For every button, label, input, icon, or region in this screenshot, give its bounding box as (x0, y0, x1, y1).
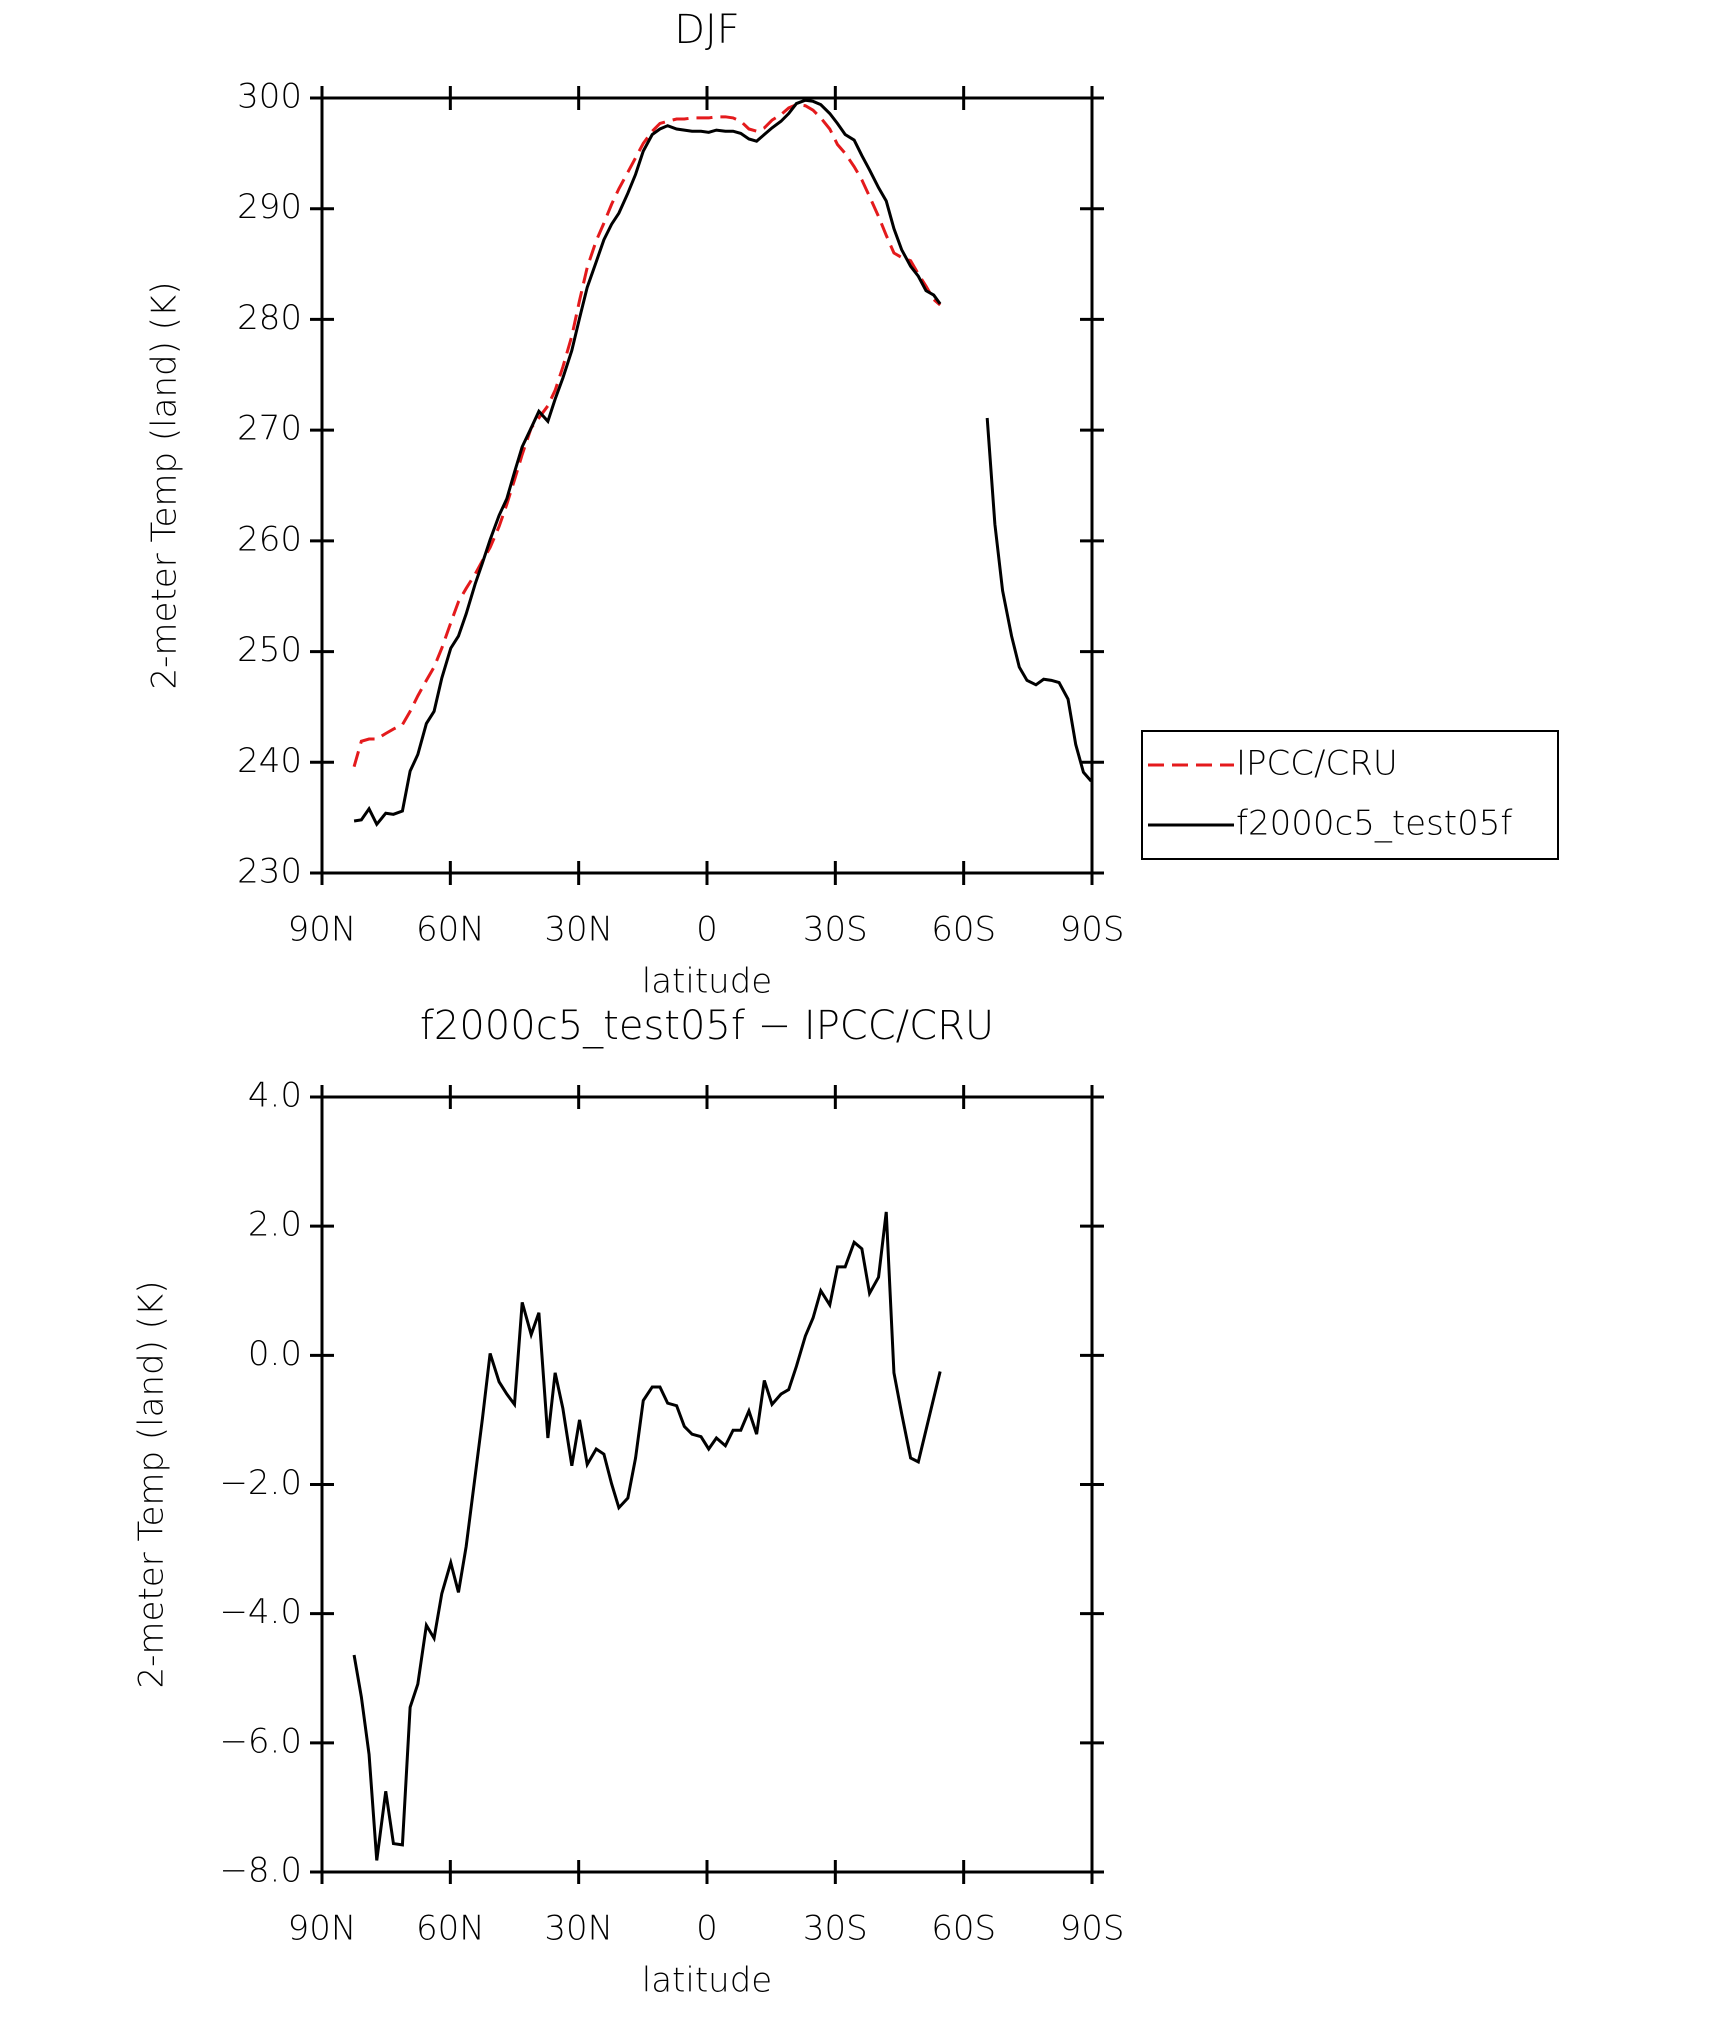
y-tick-label: 280 (237, 298, 302, 338)
y-tick-label: 230 (237, 852, 302, 892)
data-line (352, 1211, 942, 1861)
y-axis-label: 2-meter Temp (land) (K) (145, 282, 185, 690)
x-tick-label: 60S (931, 1909, 996, 1949)
y-tick-label: −4.0 (219, 1592, 302, 1632)
plot-frame (320, 1095, 1094, 1874)
legend-box (1141, 730, 1559, 860)
y-tick-label: 4.0 (248, 1076, 302, 1116)
data-line (352, 103, 942, 768)
y-tick-label: 250 (237, 630, 302, 670)
x-tick-label: 30S (803, 910, 868, 950)
chart-title: f2000c5_test05f − IPCC/CRU (420, 1003, 994, 1049)
x-tick-label: 30N (544, 910, 613, 950)
x-tick-label: 0 (696, 910, 718, 950)
x-tick-label: 60N (416, 1909, 485, 1949)
y-tick-label: −6.0 (219, 1721, 302, 1761)
y-tick-label: 260 (237, 519, 302, 559)
x-tick-label: 60S (931, 910, 996, 950)
x-tick-label: 30S (803, 1909, 868, 1949)
x-tick-label: 90S (1060, 910, 1125, 950)
x-axis-label: latitude (642, 1961, 772, 2001)
x-tick-label: 90S (1060, 1909, 1125, 1949)
x-tick-label: 90N (288, 1909, 357, 1949)
data-line (353, 98, 1093, 828)
x-tick-label: 0 (696, 1909, 718, 1949)
x-tick-label: 90N (288, 910, 357, 950)
y-tick-label: −2.0 (219, 1463, 302, 1503)
plot-frame (320, 96, 1094, 875)
x-tick-label: 60N (416, 910, 485, 950)
x-axis-label: latitude (642, 962, 772, 1002)
y-tick-label: −8.0 (219, 1851, 302, 1891)
x-tick-label: 30N (544, 1909, 613, 1949)
y-tick-label: 290 (237, 187, 302, 227)
y-tick-label: 300 (237, 77, 302, 117)
y-tick-label: 240 (237, 741, 302, 781)
y-tick-label: 0.0 (248, 1334, 302, 1374)
legend-label: IPCC/CRU (1236, 744, 1398, 784)
y-tick-label: 270 (237, 409, 302, 449)
y-tick-label: 2.0 (248, 1205, 302, 1245)
legend-label: f2000c5_test05f (1236, 804, 1512, 844)
y-axis-label: 2-meter Temp (land) (K) (132, 1281, 172, 1689)
chart-title: DJF (674, 7, 740, 53)
